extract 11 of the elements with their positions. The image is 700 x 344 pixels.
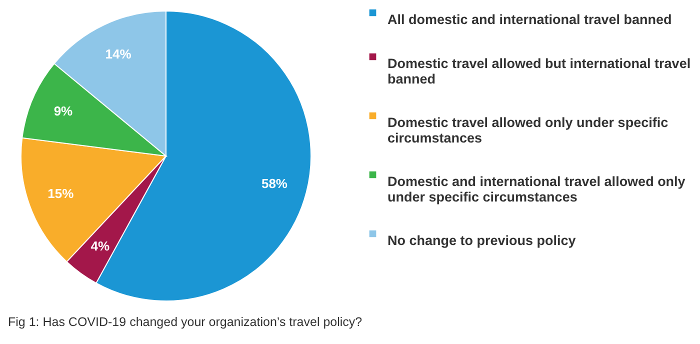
data-label: 15%: [48, 186, 74, 201]
caption: Fig 1: Has COVID-19 changed your organization’s travel policy?: [8, 315, 362, 329]
data-label: 4%: [90, 238, 110, 254]
legend-label: Domestic travel allowed but international travel banned: [388, 56, 691, 86]
legend-label: No change to previous policy: [388, 232, 576, 248]
legend-label: All domestic and international travel banned: [388, 12, 672, 27]
legend-label: Domestic and international travel allowed only under specific circumstances: [388, 174, 686, 204]
data-label: 14%: [105, 46, 132, 62]
data-label: 58%: [261, 176, 288, 191]
data-label: 9%: [54, 104, 74, 119]
legend-label: Domestic travel allowed only under specific circumstances: [388, 114, 669, 146]
